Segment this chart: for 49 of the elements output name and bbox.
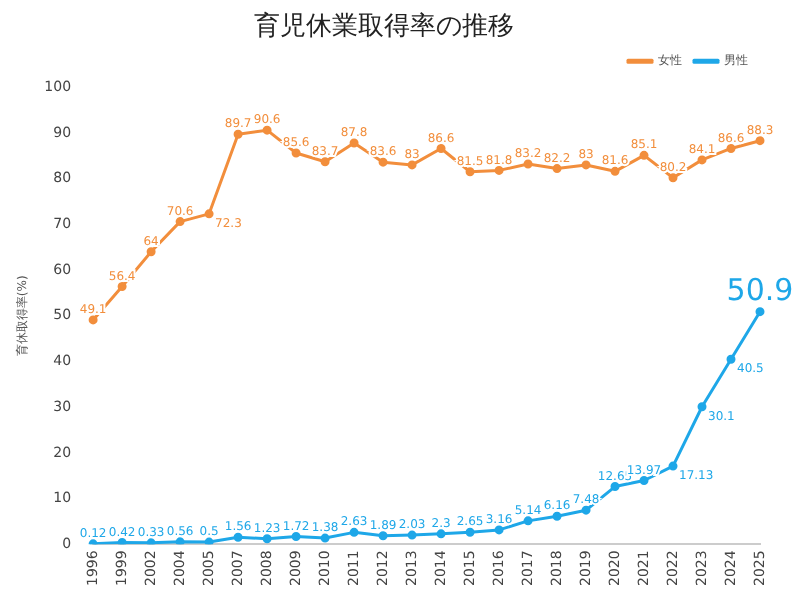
point [204,209,214,219]
point [117,537,127,545]
point [523,516,533,526]
point [349,138,359,148]
chart-title: 育児休業取得率の推移 [254,10,514,43]
point [204,537,214,545]
point [639,476,649,485]
point [146,538,156,545]
point [668,461,678,471]
point [465,167,475,177]
point [581,505,591,515]
point [262,125,272,135]
data-label: 50.9 [726,272,794,309]
point [320,157,330,167]
point [233,532,243,542]
point [233,129,243,139]
point [610,166,620,176]
point [523,159,533,169]
point [639,150,649,160]
point [436,143,446,153]
point [552,164,562,174]
point [175,217,185,227]
point [407,160,417,170]
point [117,282,127,292]
point [465,527,475,537]
point [697,155,707,165]
point [291,532,301,542]
point [262,534,272,544]
point [697,402,707,412]
point [291,148,301,158]
point [436,529,446,539]
point [610,482,620,492]
point [407,530,417,540]
point [581,160,591,170]
point [494,165,504,175]
point [755,136,765,146]
point [320,533,330,543]
point [552,511,562,521]
point [175,537,185,545]
point [88,315,98,325]
point [378,157,388,167]
point [494,525,504,535]
point [146,247,156,257]
point [755,307,765,317]
point [726,354,736,364]
point [378,531,388,541]
point [668,173,678,183]
point [349,527,359,537]
point [726,143,736,153]
